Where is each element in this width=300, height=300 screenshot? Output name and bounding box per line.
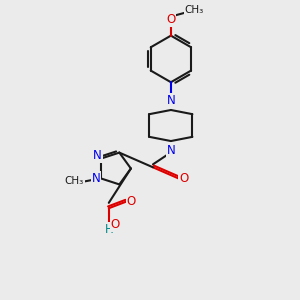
Text: N: N (167, 144, 175, 157)
Text: CH₃: CH₃ (184, 5, 204, 15)
Text: O: O (127, 195, 136, 208)
Text: O: O (111, 218, 120, 231)
Text: H: H (104, 223, 113, 236)
Text: O: O (166, 13, 176, 26)
Text: N: N (93, 148, 102, 162)
Text: CH₃: CH₃ (65, 176, 84, 186)
Text: N: N (167, 94, 175, 107)
Text: O: O (179, 172, 189, 185)
Text: N: N (92, 172, 100, 185)
